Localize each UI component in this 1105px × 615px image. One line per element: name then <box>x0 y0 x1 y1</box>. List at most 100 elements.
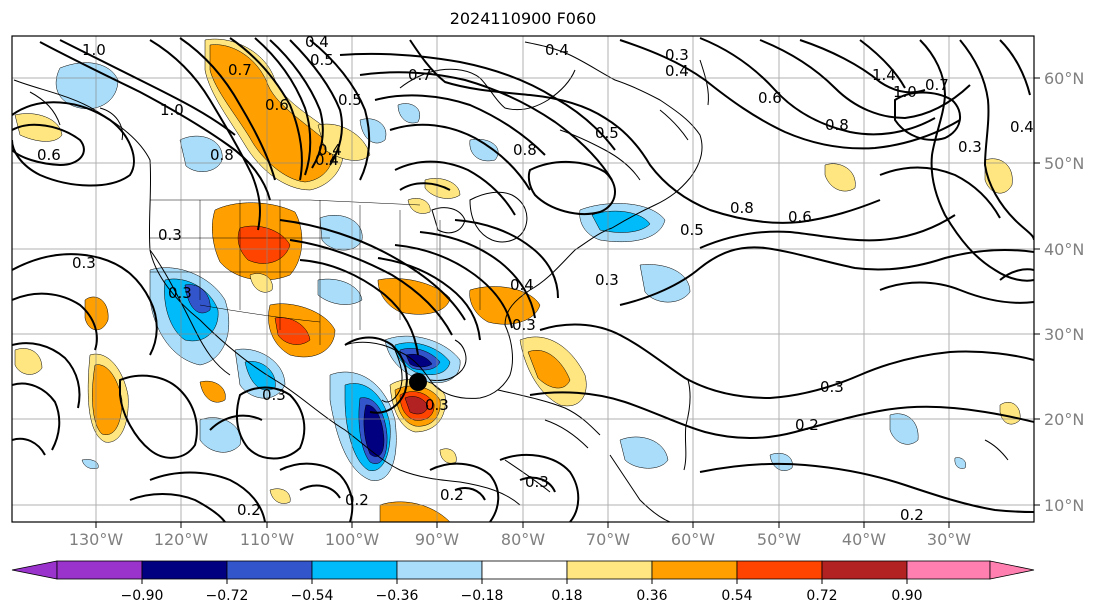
anomaly-fill <box>81 459 99 469</box>
colorbar-tick-label: 0.36 <box>636 588 667 604</box>
longitude-label: 120°W <box>154 530 209 549</box>
map-title: 2024110900 F060 <box>449 9 597 28</box>
contour-label: 0.8 <box>825 116 849 134</box>
colorbar-segment <box>311 560 398 580</box>
anomaly-fill <box>317 278 363 305</box>
colorbar-tick-label: −0.54 <box>291 588 334 604</box>
contour-label: 0.4 <box>545 41 569 59</box>
contour-label: 0.6 <box>265 96 289 114</box>
contour-label: 0.4 <box>305 33 329 51</box>
anomaly-fill <box>363 404 385 457</box>
contour-label: 0.2 <box>900 506 924 524</box>
latitude-label: 60°N <box>1044 69 1084 88</box>
contour-label: 0.3 <box>158 226 182 244</box>
latitude-label: 30°N <box>1044 325 1084 344</box>
graticule <box>12 36 1034 522</box>
contour-label: 0.3 <box>665 46 689 64</box>
anomaly-fill <box>84 296 109 331</box>
colorbar-segment <box>226 560 313 580</box>
longitude-label: 80°W <box>501 530 545 549</box>
colorbar-tick-label: −0.18 <box>461 588 504 604</box>
colorbar-segment <box>481 560 568 580</box>
contour-label: 0.5 <box>338 91 362 109</box>
colorbar-tick-label: −0.90 <box>121 588 164 604</box>
anomaly-fill <box>269 488 291 504</box>
storm-center-marker <box>409 373 427 391</box>
contour-label: 0.4 <box>665 62 689 80</box>
colorbar-segment <box>906 560 991 580</box>
contour-label: 0.6 <box>788 208 812 226</box>
anomaly-fill <box>984 158 1013 194</box>
contour-label: 0.3 <box>72 254 96 272</box>
colorbar-extend-high <box>989 560 1035 580</box>
anomaly-fill <box>954 457 966 469</box>
colorbar <box>11 560 1035 580</box>
contour-label: 0.3 <box>820 378 844 396</box>
contour-label: 0.3 <box>262 386 286 404</box>
contour-label: 0.2 <box>795 416 819 434</box>
latitude-label: 10°N <box>1044 496 1084 515</box>
contour-label: 0.4 <box>1010 118 1034 136</box>
contour-label: 0.3 <box>595 271 619 289</box>
anomaly-fill <box>527 350 571 389</box>
longitude-label: 90°W <box>415 530 459 549</box>
contour-label: 1.0 <box>82 41 106 59</box>
anomaly-fill <box>439 448 457 464</box>
contour-label: 0.6 <box>37 146 61 164</box>
coastlines <box>13 41 1009 522</box>
contour-label: 0.3 <box>168 284 192 302</box>
anomaly-fill <box>769 452 793 471</box>
contour-label: 0.4 <box>315 151 339 169</box>
anomaly-fill <box>274 317 311 345</box>
contour-label: 0.2 <box>440 486 464 504</box>
contour-label: 0.5 <box>595 124 619 142</box>
contour-label: 0.4 <box>318 141 342 159</box>
anomaly-fill <box>889 413 919 445</box>
colorbar-tick-label: −0.36 <box>376 588 419 604</box>
anomaly-fill <box>469 138 499 162</box>
anomaly-fill <box>404 396 429 415</box>
anomaly-fill <box>405 354 433 368</box>
anomaly-fill <box>359 118 387 144</box>
contour-label: 0.3 <box>425 396 449 414</box>
longitude-label: 60°W <box>671 530 715 549</box>
longitude-label: 110°W <box>240 530 295 549</box>
latitude-label: 50°N <box>1044 154 1084 173</box>
colorbar-tick-label: 0.90 <box>891 588 922 604</box>
anomaly-fill <box>14 348 43 375</box>
colorbar-segment <box>821 560 908 580</box>
longitude-label: 30°W <box>927 530 971 549</box>
contour-label: 1.0 <box>893 83 917 101</box>
contour-label: 0.2 <box>237 501 261 519</box>
contour-label: 0.4 <box>510 276 534 294</box>
colorbar-ticks: −0.90 −0.72 −0.54 −0.36 −0.18 0.18 0.36 … <box>121 579 923 604</box>
contour-label: 0.8 <box>513 141 537 159</box>
contour-label: 0.6 <box>758 89 782 107</box>
longitude-label: 100°W <box>325 530 380 549</box>
contour-label: 0.3 <box>512 316 536 334</box>
anomaly-fill <box>824 163 856 192</box>
contour-label: 1.4 <box>872 66 896 84</box>
colorbar-tick-label: −0.72 <box>206 588 249 604</box>
anomaly-fill <box>397 103 420 124</box>
latitude-axis: 60°N 50°N 40°N 30°N 20°N 10°N <box>1034 69 1084 515</box>
colorbar-segment <box>566 560 653 580</box>
contour-label: 0.3 <box>525 473 549 491</box>
colorbar-segment <box>736 560 823 580</box>
anomaly-fill <box>639 264 691 303</box>
contour-label: 0.7 <box>228 61 252 79</box>
longitude-label: 50°W <box>757 530 801 549</box>
colorbar-segment <box>651 560 738 580</box>
contour-label: 0.8 <box>210 146 234 164</box>
political-borders <box>150 199 481 345</box>
colorbar-tick-label: 0.54 <box>721 588 752 604</box>
colorbar-segment <box>56 560 143 580</box>
colorbar-segment <box>396 560 483 580</box>
anomaly-fill <box>199 417 241 453</box>
contour-label: 0.5 <box>310 51 334 69</box>
contour-label: 0.5 <box>680 221 704 239</box>
contour-lines <box>12 37 1034 522</box>
anomaly-fill <box>14 113 63 142</box>
longitude-axis: 130°W 120°W 110°W 100°W 90°W 80°W 70°W 6… <box>69 522 971 549</box>
